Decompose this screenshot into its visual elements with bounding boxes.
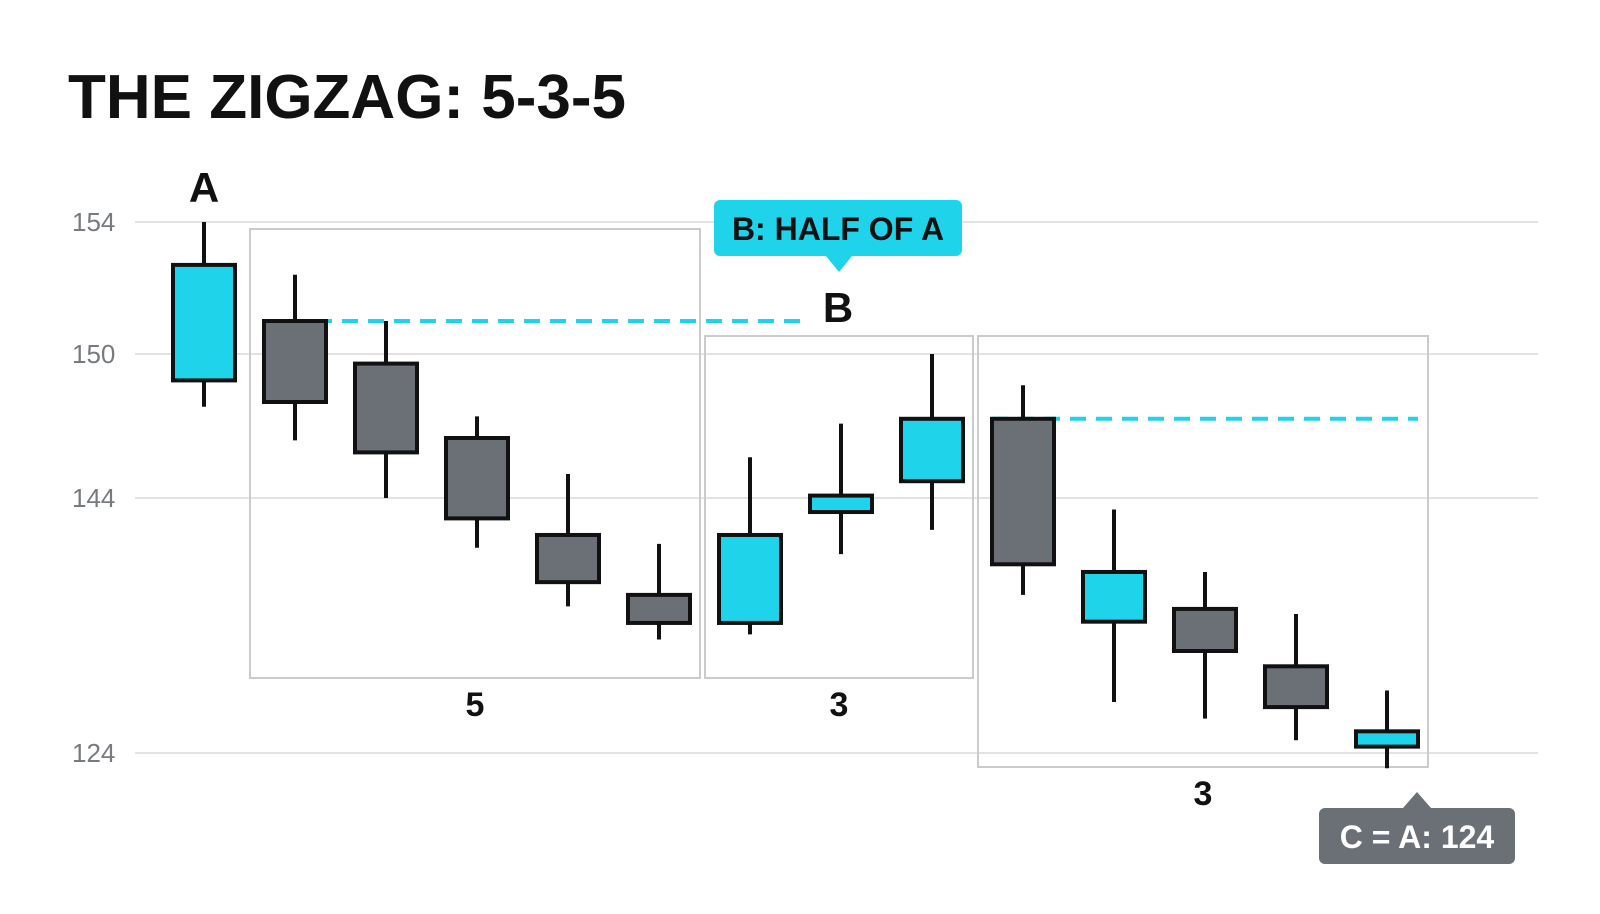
candle-body-1 [171,262,237,383]
candle-body-2 [262,319,328,404]
candle-body-6 [626,592,692,625]
candle-body-13 [1263,664,1329,710]
wave-labels: 5 3 3 A B [189,164,1213,813]
candle-body-8 [808,493,874,515]
candle-body-7 [717,532,783,625]
candle-body-9 [899,416,965,484]
y-tick-150: 150 [72,339,115,369]
chart-title: THE ZIGZAG: 5-3-5 [68,63,626,132]
candle-6 [626,543,692,640]
wave-box-3 [977,335,1429,768]
y-axis-tick-labels: 154 150 144 124 [72,207,115,768]
point-label-A: A [189,164,219,211]
candle-body-12 [1172,606,1238,653]
candle-4 [444,416,510,548]
callout-c-box [1319,808,1515,864]
candle-14 [1354,690,1420,769]
callout-c-text: C = A: 124 [1340,819,1495,855]
level-lines [264,319,1418,421]
candle-body-10 [990,416,1056,567]
candle-11 [1081,509,1147,702]
y-tick-144: 144 [72,483,115,513]
wave-label-2: 3 [830,686,849,724]
candle-body-4 [444,436,510,521]
candle-3 [353,321,419,498]
point-label-B: B [823,284,853,331]
candle-7 [717,457,783,635]
wave-label-1: 5 [466,686,485,724]
candle-body-14 [1354,729,1420,749]
callout-b-text: B: HALF OF A [732,211,944,247]
candle-body-5 [535,532,601,585]
wave-box-1 [249,228,701,679]
callout-c: C = A: 124 [1319,792,1515,864]
wave-boxes [249,228,1429,768]
candle-10 [990,385,1056,595]
candles [171,222,1420,769]
wave-box-2 [704,335,974,679]
callout-c-pointer [1403,792,1431,808]
candle-12 [1172,571,1238,719]
candle-1 [171,222,237,407]
candle-8 [808,423,874,555]
candle-5 [535,474,601,607]
callout-b-box [714,200,962,256]
candle-2 [262,274,328,441]
candle-body-3 [353,361,419,455]
y-tick-154: 154 [72,207,115,237]
candle-13 [1263,614,1329,741]
callout-b: B: HALF OF A [714,200,962,272]
y-tick-124: 124 [72,738,115,768]
callouts: B: HALF OF A C = A: 124 [714,200,1515,864]
wave-label-3: 3 [1194,775,1213,813]
candle-body-11 [1081,569,1147,624]
candle-9 [899,354,965,530]
callout-b-pointer [826,256,852,272]
